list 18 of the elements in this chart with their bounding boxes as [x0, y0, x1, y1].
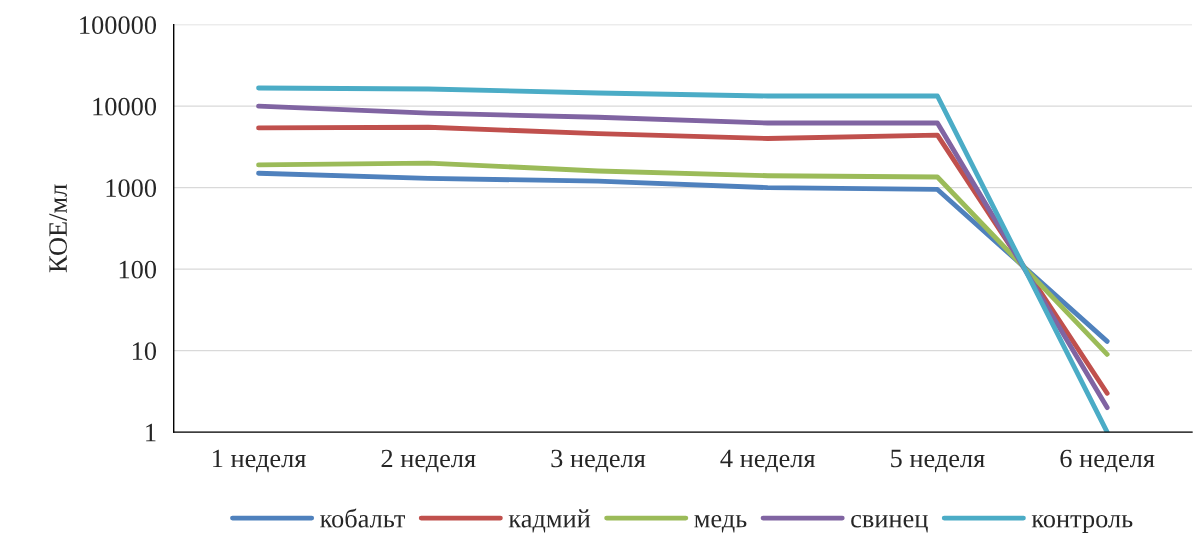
- y-tick-label: 10000: [93, 97, 157, 116]
- x-tick-label: 3 неделя: [551, 449, 646, 473]
- y-tick-label: 1000: [106, 179, 157, 198]
- y-tick-label: 1: [146, 423, 156, 442]
- legend-label: кадмий: [508, 509, 591, 533]
- legend-label: контроль: [1031, 514, 1133, 533]
- legend-label: кобальт: [320, 508, 405, 528]
- x-tick-label: 6 неделя: [1060, 449, 1155, 473]
- x-tick-label: 2 неделя: [381, 449, 476, 473]
- x-tick-label: 5 неделя: [891, 449, 985, 473]
- y-tick-label: 10: [132, 342, 157, 361]
- y-tick-label: 100: [119, 260, 157, 279]
- y-axis-title: КОЕ/мл: [49, 184, 67, 273]
- x-tick-label: 4 неделя: [720, 449, 816, 473]
- legend-label: свинец: [851, 514, 928, 533]
- legend-label: медь: [694, 514, 747, 533]
- y-tick-label: 100000: [80, 16, 157, 35]
- x-tick-label: 1 неделя: [213, 449, 306, 473]
